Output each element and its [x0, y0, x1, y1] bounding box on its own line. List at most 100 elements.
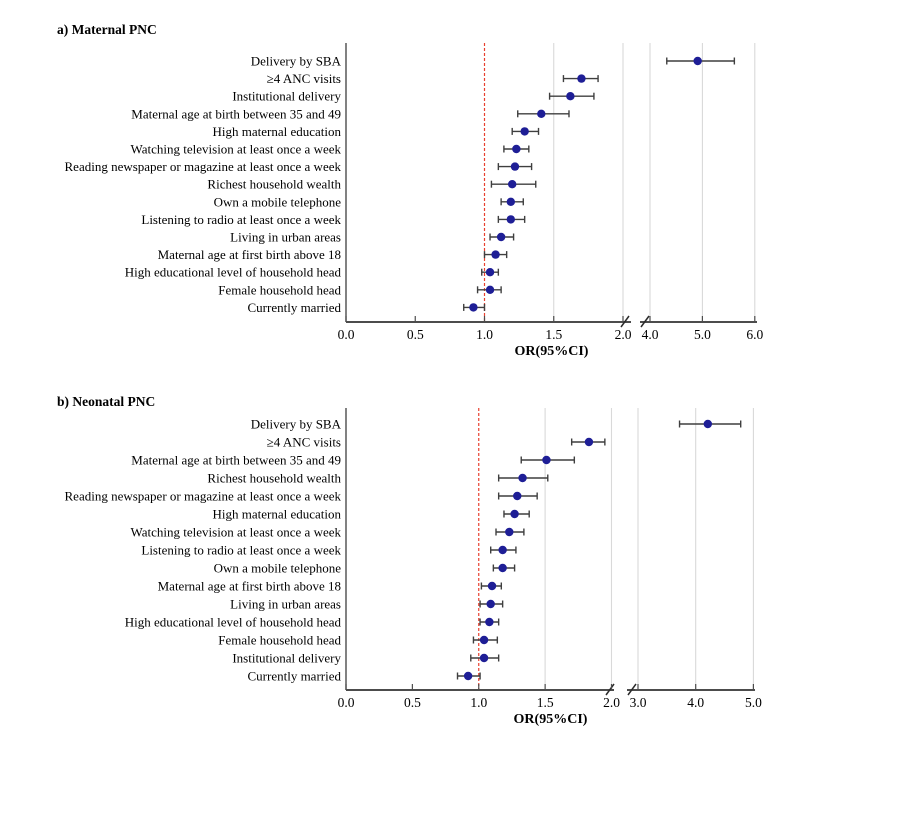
forest-row: Living in urban areas [230, 597, 504, 612]
row-label: High educational level of household head [125, 615, 342, 630]
or-point-marker [505, 527, 514, 537]
x-tick-label: 5.0 [745, 695, 762, 710]
x-tick-label: 1.5 [537, 695, 554, 710]
or-point-marker [485, 268, 495, 277]
forest-row: Richest household wealth [207, 471, 549, 486]
row-label: Delivery by SBA [251, 417, 342, 432]
x-axis-title: OR(95%CI) [515, 344, 589, 359]
row-label: Reading newspaper or magazine at least o… [65, 489, 342, 504]
row-label: Maternal age at birth between 35 and 49 [131, 453, 341, 468]
row-label: Watching television at least once a week [131, 142, 342, 157]
x-axis-title: OR(95%CI) [514, 712, 588, 727]
row-label: Living in urban areas [230, 597, 341, 612]
row-label: Living in urban areas [230, 230, 341, 245]
or-point-marker [542, 455, 551, 465]
x-tick-label: 3.0 [630, 695, 647, 710]
x-tick-label: 5.0 [694, 327, 711, 342]
or-point-marker [469, 303, 478, 312]
x-tick-label: 2.0 [615, 327, 632, 342]
x-tick-label: 4.0 [687, 695, 704, 710]
axis-break-mark [640, 315, 650, 328]
x-tick-label: 0.0 [338, 695, 355, 710]
row-label: Currently married [248, 300, 342, 315]
forest-row: Institutional delivery [232, 89, 595, 104]
forest-row: Maternal age at birth between 35 and 49 [131, 106, 570, 121]
or-point-marker [693, 56, 702, 66]
or-point-marker [486, 599, 495, 609]
or-point-marker [498, 563, 507, 573]
or-point-marker [510, 162, 520, 171]
forest-row: High educational level of household head [125, 615, 500, 630]
row-label: Maternal age at first birth above 18 [158, 247, 341, 262]
forest-row: Reading newspaper or magazine at least o… [65, 489, 538, 504]
axis-break-mark [627, 683, 637, 696]
or-point-marker [479, 635, 489, 645]
or-point-marker [498, 545, 507, 555]
forest-row: Maternal age at first birth above 18 [158, 247, 508, 262]
forest-row: Institutional delivery [232, 651, 500, 666]
x-tick-label: 6.0 [746, 327, 763, 342]
row-label: ≥4 ANC visits [267, 435, 341, 450]
forest-row: Own a mobile telephone [214, 194, 524, 209]
forest-row: Maternal age at first birth above 18 [158, 579, 503, 594]
forest-row: High maternal education [212, 507, 530, 522]
forest-row: Reading newspaper or magazine at least o… [65, 159, 533, 174]
row-label: Female household head [218, 282, 341, 297]
or-point-marker [508, 180, 517, 189]
or-point-marker [506, 197, 516, 206]
forest-row: High maternal education [212, 124, 540, 139]
panel-a-forest-plot: 0.0 0.5 1.0 1.5 2.0 4.0 5.0 6.0 OR(95%CI) Deliver… [65, 43, 763, 359]
panel-a-title: a) Maternal PNC [57, 22, 157, 37]
or-point-marker [577, 74, 586, 83]
row-label: Institutional delivery [232, 651, 341, 666]
forest-row: Watching television at least once a week [131, 142, 530, 157]
axis-break-mark [605, 683, 615, 696]
row-label: Female household head [218, 633, 341, 648]
row-label: Delivery by SBA [251, 54, 342, 69]
row-label: High maternal education [212, 124, 341, 139]
forest-row: Watching television at least once a week [131, 525, 525, 540]
or-point-marker [463, 671, 473, 681]
forest-row: Maternal age at birth between 35 and 49 [131, 453, 576, 468]
row-label: Maternal age at first birth above 18 [158, 579, 341, 594]
forest-row: Currently married [248, 669, 481, 684]
or-point-marker [487, 581, 497, 591]
row-label: Institutional delivery [232, 89, 341, 104]
x-tick-label: 2.0 [603, 695, 620, 710]
x-tick-label: 1.0 [476, 327, 493, 342]
panel-b-title: b) Neonatal PNC [57, 394, 156, 409]
forest-row: Living in urban areas [230, 230, 515, 245]
axis-break-mark [620, 315, 630, 328]
row-label: Maternal age at birth between 35 and 49 [131, 106, 341, 121]
forest-row: Listening to radio at least once a week [141, 212, 526, 227]
row-label: Listening to radio at least once a week [141, 543, 341, 558]
x-tick-label: 0.5 [407, 327, 424, 342]
or-point-marker [506, 215, 516, 224]
or-point-marker [479, 653, 489, 663]
or-point-marker [703, 419, 713, 429]
forest-row: ≥4 ANC visits [267, 71, 599, 86]
row-label: Watching television at least once a week [131, 525, 342, 540]
x-tick-label: 4.0 [642, 327, 659, 342]
x-tick-label: 1.5 [545, 327, 562, 342]
or-point-marker [566, 92, 575, 101]
row-label: Reading newspaper or magazine at least o… [65, 159, 342, 174]
x-tick-label: 1.0 [470, 695, 487, 710]
row-label: ≥4 ANC visits [267, 71, 341, 86]
forest-row: Richest household wealth [207, 177, 537, 192]
panel-b-forest-plot: 0.0 0.5 1.0 1.5 2.0 3.0 4.0 5.0 OR(95%CI) Deliver… [65, 408, 762, 727]
forest-row: Delivery by SBA [251, 54, 736, 69]
or-point-marker [491, 250, 500, 259]
row-label: Own a mobile telephone [214, 561, 342, 576]
row-label: Own a mobile telephone [214, 194, 342, 209]
x-tick-label: 0.5 [404, 695, 421, 710]
or-point-marker [485, 285, 495, 294]
row-label: Currently married [248, 669, 342, 684]
or-point-marker [510, 509, 519, 519]
or-point-marker [496, 232, 506, 242]
or-point-marker [513, 491, 522, 501]
forest-row: Delivery by SBA [251, 417, 742, 432]
or-point-marker [537, 109, 546, 119]
row-label: High educational level of household head [125, 265, 342, 280]
